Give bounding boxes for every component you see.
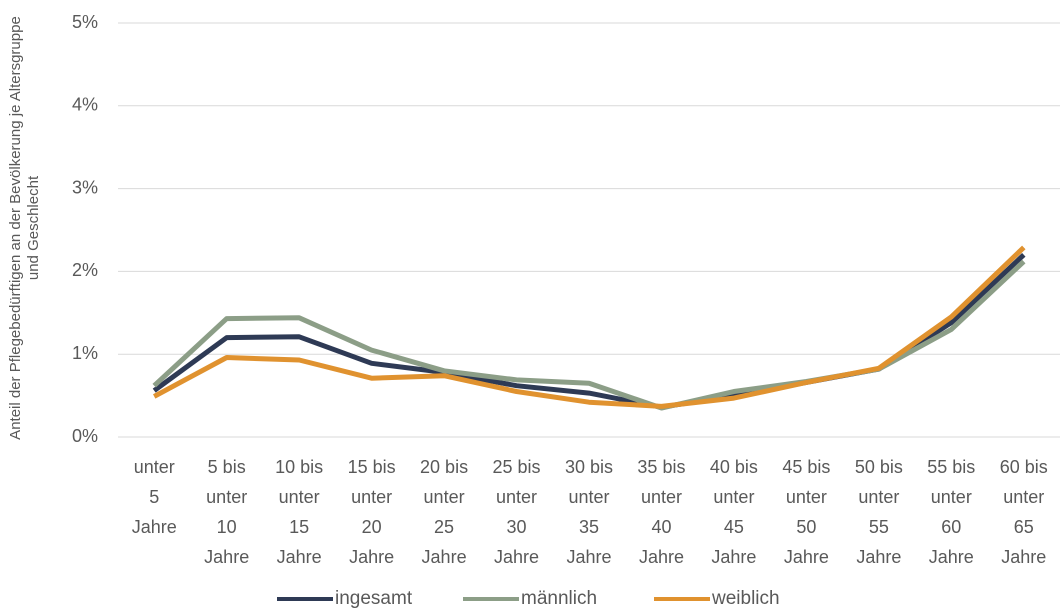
x-tick-label: unter 5 Jahre: [131, 457, 177, 537]
legend-label: ingesamt: [335, 588, 413, 609]
x-tick-label: 45 bis unter 50 Jahre: [782, 457, 831, 567]
y-tick-label: 2%: [72, 260, 98, 280]
legend-item: männlich: [463, 588, 597, 610]
x-tick-label: 5 bis unter 10 Jahre: [204, 457, 250, 567]
y-tick-label: 4%: [72, 95, 98, 115]
x-tick-label: 30 bis unter 35 Jahre: [564, 457, 614, 567]
legend-item: ingesamt: [277, 588, 412, 610]
y-tick-label: 3%: [72, 177, 98, 197]
legend-label: männlich: [521, 588, 598, 609]
y-axis-title: Anteil der Pflegebedürftigen an der Bevö…: [7, 16, 42, 440]
y-tick-label: 5%: [72, 12, 98, 32]
x-tick-label: 15 bis unter 20 Jahre: [347, 457, 396, 567]
legend-label: weiblich: [712, 588, 780, 609]
x-tick-label: 60 bis unter 65 Jahre: [999, 457, 1048, 567]
x-tick-label: 55 bis unter 60 Jahre: [927, 457, 976, 567]
x-tick-label: 40 bis unter 45 Jahre: [709, 457, 758, 567]
series-line: [153, 245, 1026, 409]
x-tick-label: 25 bis unter 30 Jahre: [492, 457, 541, 567]
x-tick-label: 50 bis unter 55 Jahre: [854, 457, 903, 567]
x-tick-label: 20 bis unter 25 Jahre: [420, 457, 469, 567]
y-tick-label: 0%: [72, 426, 98, 446]
x-tick-label: 10 bis unter 15 Jahre: [275, 457, 324, 567]
legend-swatch: [277, 597, 333, 601]
legend-swatch: [654, 597, 710, 601]
legend-swatch: [463, 597, 519, 601]
legend-item: weiblich: [654, 588, 780, 610]
y-tick-label: 1%: [72, 343, 98, 363]
x-tick-label: 35 bis unter 40 Jahre: [637, 457, 686, 567]
